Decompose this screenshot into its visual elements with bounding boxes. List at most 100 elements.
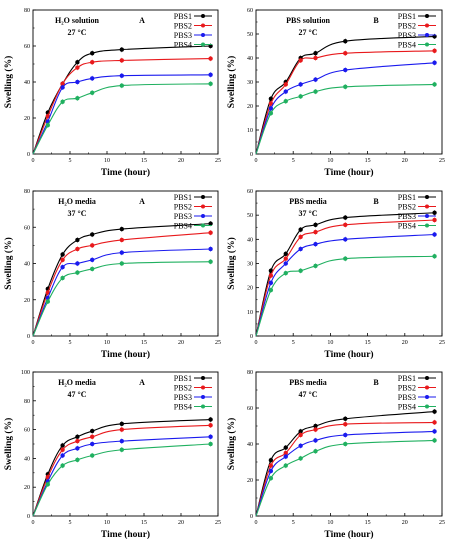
chart-panel-3: 0 5 10 15 20 25 0 20 40 60 80 Time (hour) Swelling (… xyxy=(3,189,221,360)
data-point xyxy=(313,89,318,94)
legend-marker xyxy=(201,214,205,218)
data-point xyxy=(60,85,65,90)
data-point xyxy=(313,55,318,61)
series-pbs4 xyxy=(32,259,213,337)
x-tick-label: 5 xyxy=(292,158,295,164)
series-line xyxy=(255,212,435,337)
panel-letter: B xyxy=(373,197,379,206)
x-tick-label: 20 xyxy=(178,520,184,526)
series-pbs2 xyxy=(32,422,213,517)
x-tick-label: 5 xyxy=(69,340,72,346)
x-tick-label: 0 xyxy=(32,520,35,526)
legend-label: PBS2 xyxy=(398,202,416,211)
data-point xyxy=(343,237,348,242)
y-tick-label: 50 xyxy=(247,32,253,38)
data-point xyxy=(89,453,95,458)
x-tick-label: 25 xyxy=(215,340,221,346)
data-point xyxy=(283,98,288,104)
temperature-label: 27 °C xyxy=(299,28,318,37)
x-tick-label: 10 xyxy=(327,520,333,526)
data-point xyxy=(89,441,95,447)
data-point xyxy=(75,446,80,451)
y-tick-label: 40 xyxy=(24,456,30,462)
data-point xyxy=(298,268,303,273)
data-point xyxy=(89,257,95,263)
data-point xyxy=(119,47,125,52)
data-point xyxy=(268,280,274,286)
legend-label: PBS3 xyxy=(398,212,416,221)
legend-marker xyxy=(201,14,205,18)
y-tick-label: 40 xyxy=(247,237,253,243)
legend-label: PBS2 xyxy=(174,21,192,30)
series-line xyxy=(255,62,435,155)
data-point xyxy=(75,270,80,275)
data-point xyxy=(119,250,125,255)
data-point xyxy=(313,222,318,228)
series-pbs1 xyxy=(32,221,213,337)
series-pbs1 xyxy=(255,210,437,337)
data-point xyxy=(283,454,288,459)
data-point xyxy=(313,51,318,56)
data-point xyxy=(89,428,95,434)
data-point xyxy=(268,476,274,481)
y-tick-label: 80 xyxy=(24,399,30,405)
y-tick-label: 80 xyxy=(247,370,253,376)
x-tick-label: 20 xyxy=(402,340,408,346)
temperature-label: 47 °C xyxy=(68,390,87,399)
y-axis-title: Swelling (%) xyxy=(3,237,14,290)
series-line xyxy=(255,411,435,517)
x-tick-label: 25 xyxy=(439,520,445,526)
panel-letter: A xyxy=(139,197,145,206)
x-tick-label: 15 xyxy=(365,340,371,346)
x-axis-title: Time (hour) xyxy=(324,349,373,360)
x-tick-label: 10 xyxy=(104,520,110,526)
series-pbs4 xyxy=(32,441,213,517)
series-pbs3 xyxy=(255,428,437,517)
series-pbs4 xyxy=(255,81,437,155)
legend-marker xyxy=(201,33,205,37)
data-point xyxy=(75,261,80,266)
y-tick-label: 50 xyxy=(247,213,253,219)
data-point xyxy=(45,122,50,128)
data-point xyxy=(89,60,95,65)
x-tick-label: 25 xyxy=(439,158,445,164)
y-tick-label: 0 xyxy=(250,152,253,158)
x-tick-label: 5 xyxy=(69,158,72,164)
data-point xyxy=(283,256,288,261)
data-point xyxy=(268,110,274,116)
legend-marker xyxy=(201,195,205,199)
data-point xyxy=(45,299,50,304)
legend-label: PBS4 xyxy=(174,40,192,49)
data-point xyxy=(60,99,65,105)
series-line xyxy=(255,439,435,517)
legend-label: PBS2 xyxy=(398,21,416,30)
data-point xyxy=(283,463,288,468)
data-point xyxy=(60,252,65,257)
legend-label: PBS3 xyxy=(174,393,192,402)
data-point xyxy=(283,270,288,276)
legend-marker xyxy=(425,395,429,399)
y-tick-label: 20 xyxy=(247,104,253,110)
data-point xyxy=(432,210,437,215)
x-tick-label: 10 xyxy=(104,158,110,164)
x-axis-title: Time (hour) xyxy=(324,529,373,540)
data-point xyxy=(432,409,437,414)
data-point xyxy=(119,421,125,427)
y-tick-label: 100 xyxy=(21,370,30,376)
y-tick-label: 20 xyxy=(24,298,30,304)
data-point xyxy=(432,48,437,53)
y-tick-label: 10 xyxy=(247,128,253,134)
data-point xyxy=(89,76,95,81)
x-tick-label: 15 xyxy=(141,158,147,164)
legend-marker xyxy=(201,404,205,409)
data-point xyxy=(208,230,213,235)
y-tick-label: 0 xyxy=(27,514,30,520)
y-tick-label: 60 xyxy=(24,225,30,231)
data-point xyxy=(343,441,348,447)
x-tick-label: 15 xyxy=(141,520,147,526)
y-tick-label: 60 xyxy=(24,44,30,50)
data-point xyxy=(283,251,288,257)
